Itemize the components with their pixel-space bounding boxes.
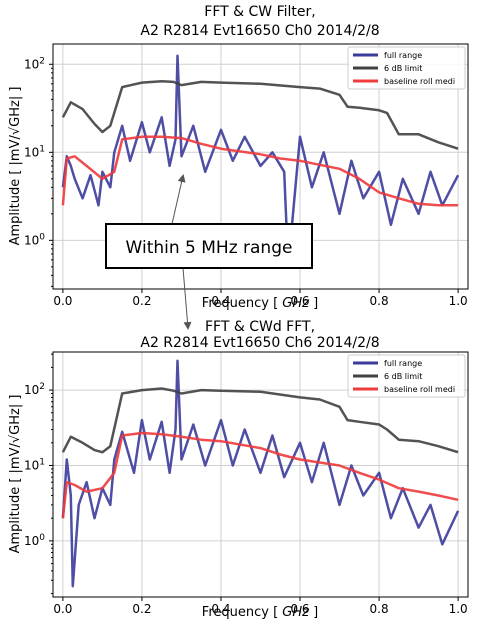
- series-6-db-limit: [61, 387, 459, 454]
- x-tick-label: 0.2: [132, 602, 151, 616]
- x-tick-label: 0.0: [53, 602, 72, 616]
- y-tick-label: 100: [24, 533, 45, 548]
- x-axis-label: Frequency [ GHz ]: [202, 296, 318, 311]
- legend-label-baseline: baseline roll medi: [384, 77, 455, 86]
- x-tick-label: 0.8: [370, 294, 389, 308]
- y-axis-label: Amplitude [ |mV/√GHz| ]: [8, 395, 23, 554]
- x-tick-label: 1.0: [449, 294, 468, 308]
- annotation-box: [105, 223, 313, 269]
- gridlines: [53, 352, 468, 597]
- x-tick-label: 0.2: [132, 294, 151, 308]
- annotation-arrow-down: [182, 267, 192, 330]
- series-lines: [61, 54, 460, 269]
- series-6-db-limit: [61, 80, 459, 150]
- legend-box: [347, 354, 466, 398]
- x-tick-label: 0.4: [211, 602, 230, 616]
- plot-area: [52, 43, 469, 290]
- legend: full range 6 dB limit baseline roll medi: [347, 354, 466, 398]
- y-tick-label: 102: [24, 382, 45, 397]
- x-tick-label: 1.0: [449, 602, 468, 616]
- annotation-arrow-up: [171, 174, 186, 225]
- legend-label-full-range: full range: [384, 359, 422, 368]
- series-full-range: [61, 359, 460, 588]
- y-axis-label: Amplitude [ |mV/√GHz| ]: [8, 87, 23, 246]
- y-ticks: 100 101 102: [24, 56, 53, 287]
- y-tick-label: 100: [24, 232, 45, 247]
- legend-label-6db-limit: 6 dB limit: [384, 64, 422, 73]
- x-ticks: 0.0 0.2 0.4 0.6 0.8 1.0: [53, 597, 468, 616]
- legend-box: [347, 46, 466, 90]
- x-tick-label: 0.4: [211, 294, 230, 308]
- chart-title-line1: FFT & CWd FFT,: [205, 319, 315, 335]
- chart-bottom: FFT & CWd FFT, A2 R2814 Evt16650 Ch6 201…: [8, 319, 469, 620]
- y-tick-label: 101: [24, 144, 45, 159]
- chart-title-line2: A2 R2814 Evt16650 Ch0 2014/2/8: [140, 23, 379, 39]
- legend: full range 6 dB limit baseline roll medi: [347, 46, 466, 90]
- y-tick-label: 102: [24, 56, 45, 71]
- y-tick-label: 101: [24, 457, 45, 472]
- x-tick-label: 0.6: [290, 602, 309, 616]
- x-tick-label: 0.0: [53, 294, 72, 308]
- chart-title-line2: A2 R2814 Evt16650 Ch6 2014/2/8: [140, 335, 379, 351]
- series-full-range: [61, 54, 460, 269]
- y-ticks: 100 101 102: [24, 353, 53, 595]
- chart-title-line1: FFT & CW Filter,: [204, 4, 315, 20]
- series-lines: [61, 359, 460, 588]
- legend-label-baseline: baseline roll medi: [384, 385, 455, 394]
- series-baseline-roll-medi: [61, 135, 459, 207]
- x-axis-label: Frequency [ GHz ]: [202, 605, 318, 620]
- annotation-text: Within 5 MHz range: [126, 238, 293, 258]
- annotation: Within 5 MHz range: [105, 174, 313, 330]
- legend-label-6db-limit: 6 dB limit: [384, 372, 422, 381]
- x-tick-label: 0.8: [370, 602, 389, 616]
- x-tick-label: 0.6: [290, 294, 309, 308]
- plot-area: [52, 351, 469, 598]
- series-baseline-roll-medi: [61, 431, 459, 519]
- legend-label-full-range: full range: [384, 51, 422, 60]
- x-ticks: 0.0 0.2 0.4 0.6 0.8 1.0: [53, 289, 468, 308]
